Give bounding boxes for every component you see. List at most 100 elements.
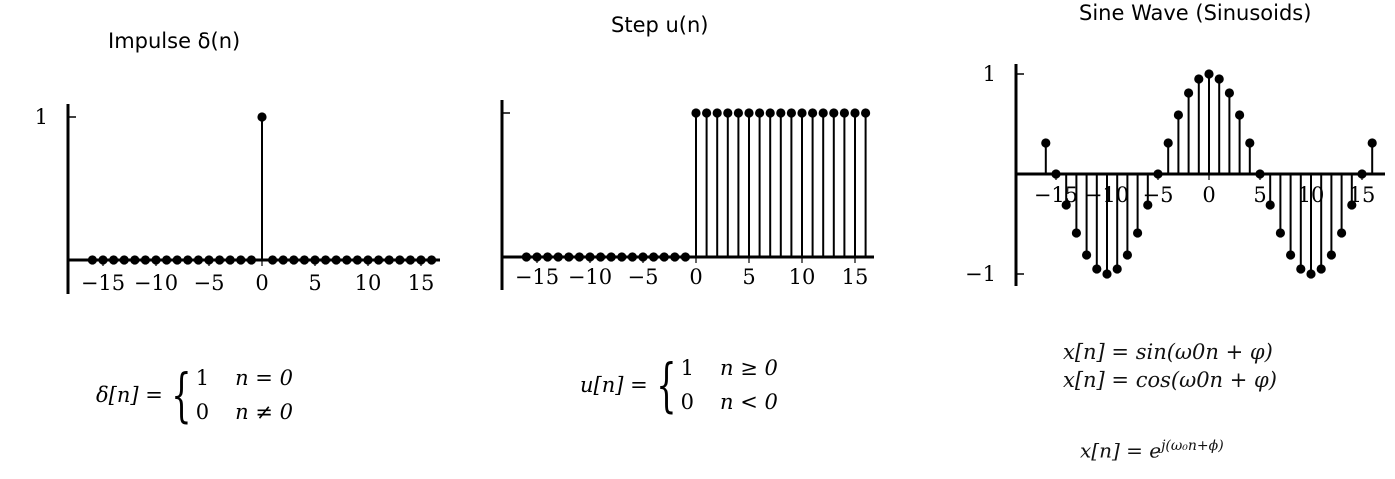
impulse-point-20 (299, 255, 309, 265)
sine-point-27 (1316, 264, 1326, 274)
step-point-0 (521, 252, 532, 262)
step-point-30 (839, 108, 850, 118)
step-point-16 (691, 108, 701, 118)
impulse-point-17 (268, 255, 278, 265)
step-point-13 (659, 252, 669, 262)
sine-ytick-label-1: −1 (965, 262, 996, 286)
impulse-point-9 (183, 255, 193, 265)
step-point-1 (532, 252, 542, 262)
sine-formula-complex: x[n] = ej(ω₀n+ϕ) (1080, 438, 1224, 463)
step-point-12 (649, 252, 659, 262)
impulse-point-7 (162, 255, 172, 265)
sine-point-26 (1306, 269, 1316, 279)
impulse-point-1 (98, 255, 108, 265)
sine-xtick-label-0: −15 (1034, 183, 1078, 207)
step-point-27 (808, 108, 818, 118)
sine-point-6 (1102, 269, 1112, 279)
impulse-xtick-label-0: −15 (81, 271, 125, 295)
impulse-formula-brace: { (171, 361, 192, 429)
sine-point-31 (1357, 169, 1367, 179)
step-case-1-value: 1 (680, 356, 694, 380)
step-xtick-label-0: −15 (515, 265, 559, 289)
step-point-31 (850, 108, 860, 118)
step-point-11 (638, 252, 648, 262)
impulse-title: Impulse δ(n) (108, 29, 241, 53)
impulse-xtick-label-2: −5 (194, 271, 225, 295)
step-point-22 (755, 108, 765, 118)
impulse-point-15 (246, 255, 256, 265)
step-point-29 (829, 108, 839, 118)
sine-xtick-label-3: 0 (1202, 183, 1215, 207)
sine-point-14 (1184, 88, 1194, 98)
sine-point-25 (1296, 264, 1306, 274)
step-case-2-value: 0 (680, 390, 694, 414)
impulse-point-26 (363, 255, 373, 265)
sine-point-11 (1153, 169, 1163, 179)
impulse-xtick-label-3: 0 (255, 271, 268, 295)
impulse-point-19 (289, 255, 299, 265)
sine-ytick-label-0: 1 (983, 62, 996, 86)
impulse-point-18 (278, 255, 288, 265)
sine-point-29 (1337, 228, 1347, 238)
step-case-1-condition: n ≥ 0 (720, 356, 778, 380)
impulse-point-16 (257, 112, 267, 122)
sine-formula-sin: x[n] = sin(ω0n + φ) (1063, 340, 1273, 364)
sine-point-22 (1265, 200, 1275, 210)
step-xtick-label-6: 15 (842, 265, 869, 289)
step-point-18 (712, 108, 722, 118)
sine-point-8 (1122, 250, 1132, 260)
step-point-26 (797, 108, 807, 118)
sine-point-30 (1347, 200, 1357, 210)
step-formula-brace: { (656, 351, 677, 419)
impulse-point-5 (140, 255, 150, 265)
step-point-8 (606, 252, 616, 262)
sine-point-19 (1235, 110, 1245, 120)
step-point-5 (574, 252, 585, 262)
sine-point-13 (1173, 110, 1183, 120)
impulse-point-25 (352, 255, 362, 265)
impulse-point-22 (321, 255, 331, 265)
sine-point-12 (1163, 138, 1173, 148)
sine-point-15 (1194, 74, 1204, 84)
step-title: Step u(n) (611, 13, 709, 37)
sine-point-18 (1224, 88, 1234, 98)
step-case-2-condition: n < 0 (720, 390, 778, 414)
sine-point-23 (1275, 228, 1285, 238)
impulse-point-12 (215, 255, 225, 265)
step-point-7 (596, 252, 606, 262)
impulse-ytick-label-0: 1 (35, 105, 48, 129)
step-xtick-label-5: 10 (789, 265, 816, 289)
impulse-point-4 (130, 255, 140, 265)
step-xtick-label-3: 0 (689, 265, 702, 289)
step-point-6 (585, 252, 595, 262)
step-point-19 (723, 108, 733, 118)
impulse-point-6 (151, 255, 161, 265)
step-point-21 (744, 108, 754, 118)
sine-point-3 (1071, 228, 1081, 238)
sine-point-24 (1286, 250, 1296, 260)
impulse-point-30 (405, 255, 415, 265)
impulse-point-21 (310, 255, 320, 265)
sine-point-7 (1112, 264, 1122, 274)
step-point-4 (564, 252, 574, 262)
step-xtick-label-4: 5 (742, 265, 755, 289)
step-xtick-label-2: −5 (628, 265, 659, 289)
step-point-2 (543, 252, 553, 262)
sine-point-2 (1061, 200, 1071, 210)
step-point-17 (702, 108, 712, 118)
impulse-point-23 (331, 255, 341, 265)
impulse-point-2 (109, 255, 119, 265)
impulse-point-13 (225, 255, 235, 265)
sine-point-21 (1255, 169, 1265, 179)
impulse-point-28 (384, 255, 394, 265)
impulse-case-1-value: 1 (195, 366, 210, 390)
sine-formula-cos: x[n] = cos(ω0n + φ) (1063, 368, 1277, 392)
sine-xtick-label-4: 5 (1253, 183, 1266, 207)
sine-point-0 (1041, 138, 1051, 148)
impulse-point-31 (416, 255, 426, 265)
sine-formula-complex-base: x[n] = e (1080, 438, 1162, 463)
step-point-14 (670, 252, 680, 262)
impulse-point-14 (236, 255, 246, 265)
step-point-15 (680, 252, 691, 262)
